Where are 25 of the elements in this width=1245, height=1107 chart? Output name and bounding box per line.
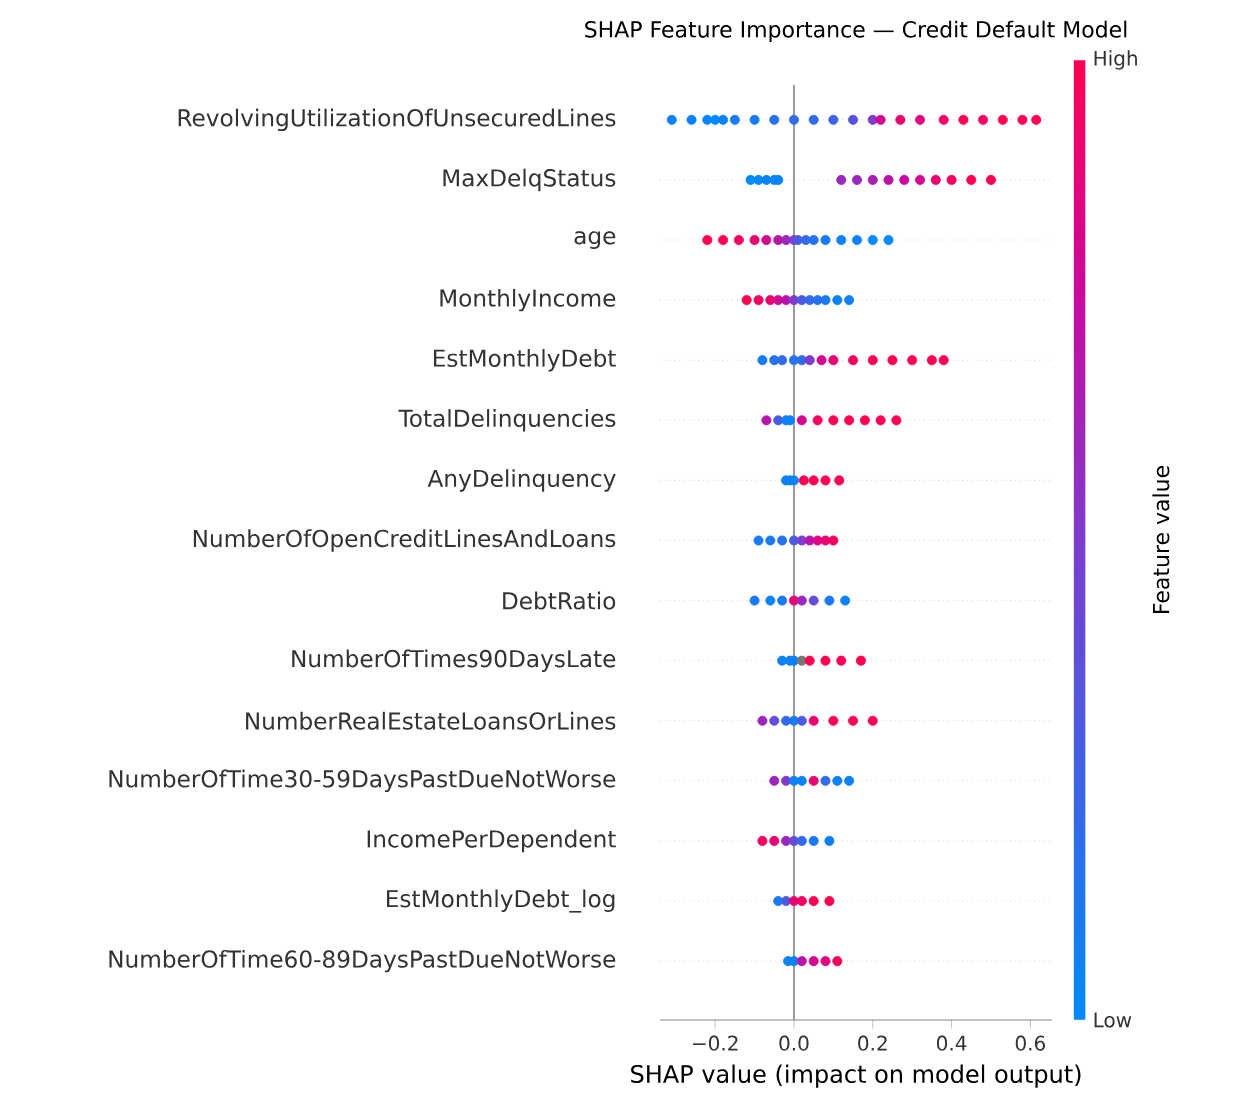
y-tick-label: NumberRealEstateLoansOrLines [246,711,616,730]
x-tick-label: 0.0 [779,1035,809,1051]
y-tick-label: NumberOfTime60-89DaysPastDueNotWorse [109,949,616,973]
y-tick-label: MaxDelqStatus [443,168,616,192]
color-bar-title: Feature value [1152,466,1170,613]
y-tick-label: DebtRatio [503,591,616,610]
y-tick-label: NumberOfTimes90DaysLate [292,649,616,672]
chart-title: SHAP Feature Importance — Credit Default Model [585,20,1127,42]
x-tick-label: −0.2 [693,1035,738,1051]
x-tick-label: 0.4 [936,1035,967,1051]
x-tick-label: 0.6 [1015,1035,1046,1051]
y-tick-label: MonthlyIncome [440,288,616,312]
color-bar-label: Low [1094,1012,1132,1028]
y-tick-label: TotalDelinquencies [398,409,616,432]
color-bar-label: High [1094,50,1137,70]
y-tick-label: AnyDelinquency [427,469,616,492]
y-tick-label: NumberOfTime30-59DaysPastDueNotWorse [109,769,616,793]
y-tick-label: IncomePerDependent [367,829,616,853]
y-tick-label: age [574,231,616,249]
y-tick-label: EstMonthlyDebt [434,348,616,372]
y-tick-label: EstMonthlyDebt_log [387,889,615,913]
y-tick-label: RevolvingUtilizationOfUnsecuredLines [178,108,616,132]
x-tick-label: 0.2 [858,1035,887,1051]
x-axis-title: SHAP value (impact on model output) [631,1064,1081,1088]
y-tick-label: NumberOfOpenCreditLinesAndLoans [193,529,616,552]
